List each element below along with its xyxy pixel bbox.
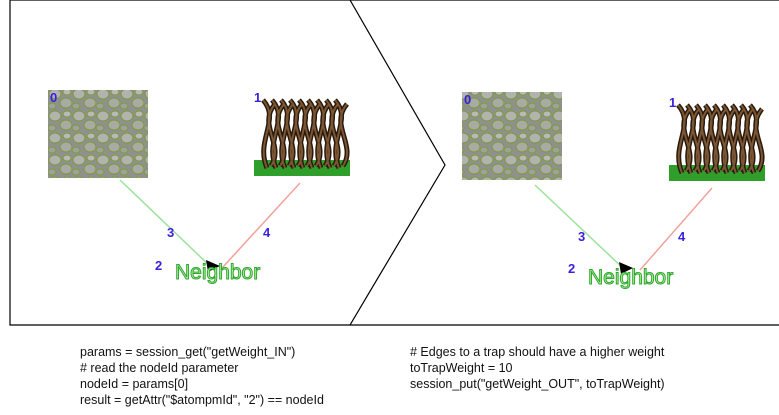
edge-label: 3 [167,225,174,240]
node-label: 1 [669,95,676,110]
code-line: session_put("getWeight_OUT", toTrapWeigh… [410,377,665,391]
edge-red [640,188,712,270]
edge-red [222,183,300,268]
trap-tile [254,100,350,176]
stone-tile [462,92,562,180]
code-line: # read the nodeId parameter [80,361,238,375]
node-label: 1 [254,90,261,105]
node-label: 2 [155,258,162,273]
edge-label: 3 [578,229,585,244]
stone-tile [48,90,148,178]
code-line: result = getAttr("$atompmId", "2") == no… [80,393,324,407]
screen: 0 1 3 4 2 Neighbor 0 1 3 4 2 Neighbor params = sess… [0,0,779,415]
neighbor-label: Neighbor [175,261,260,284]
edge-label: 4 [263,225,271,240]
edge-green [535,185,625,270]
node-label: 0 [464,92,471,107]
edge-green [120,180,212,268]
code: params = session_get("getWeight_IN") # re… [80,345,665,407]
panel: 0 1 3 4 2 Neighbor [48,90,350,284]
panels: 0 1 3 4 2 Neighbor 0 1 3 4 2 Neighbor [48,90,765,289]
node-label: 0 [50,90,57,105]
code-line: # Edges to a trap should have a higher w… [410,345,665,359]
node-label: 2 [568,261,575,276]
edge-label: 4 [678,229,686,244]
code-line: params = session_get("getWeight_IN") [80,345,295,359]
code-line: nodeId = params[0] [80,377,188,391]
neighbor-label: Neighbor [588,266,673,289]
panel: 0 1 3 4 2 Neighbor [462,92,765,289]
code-line: toTrapWeight = 10 [410,361,513,375]
trap-tile [669,105,765,181]
